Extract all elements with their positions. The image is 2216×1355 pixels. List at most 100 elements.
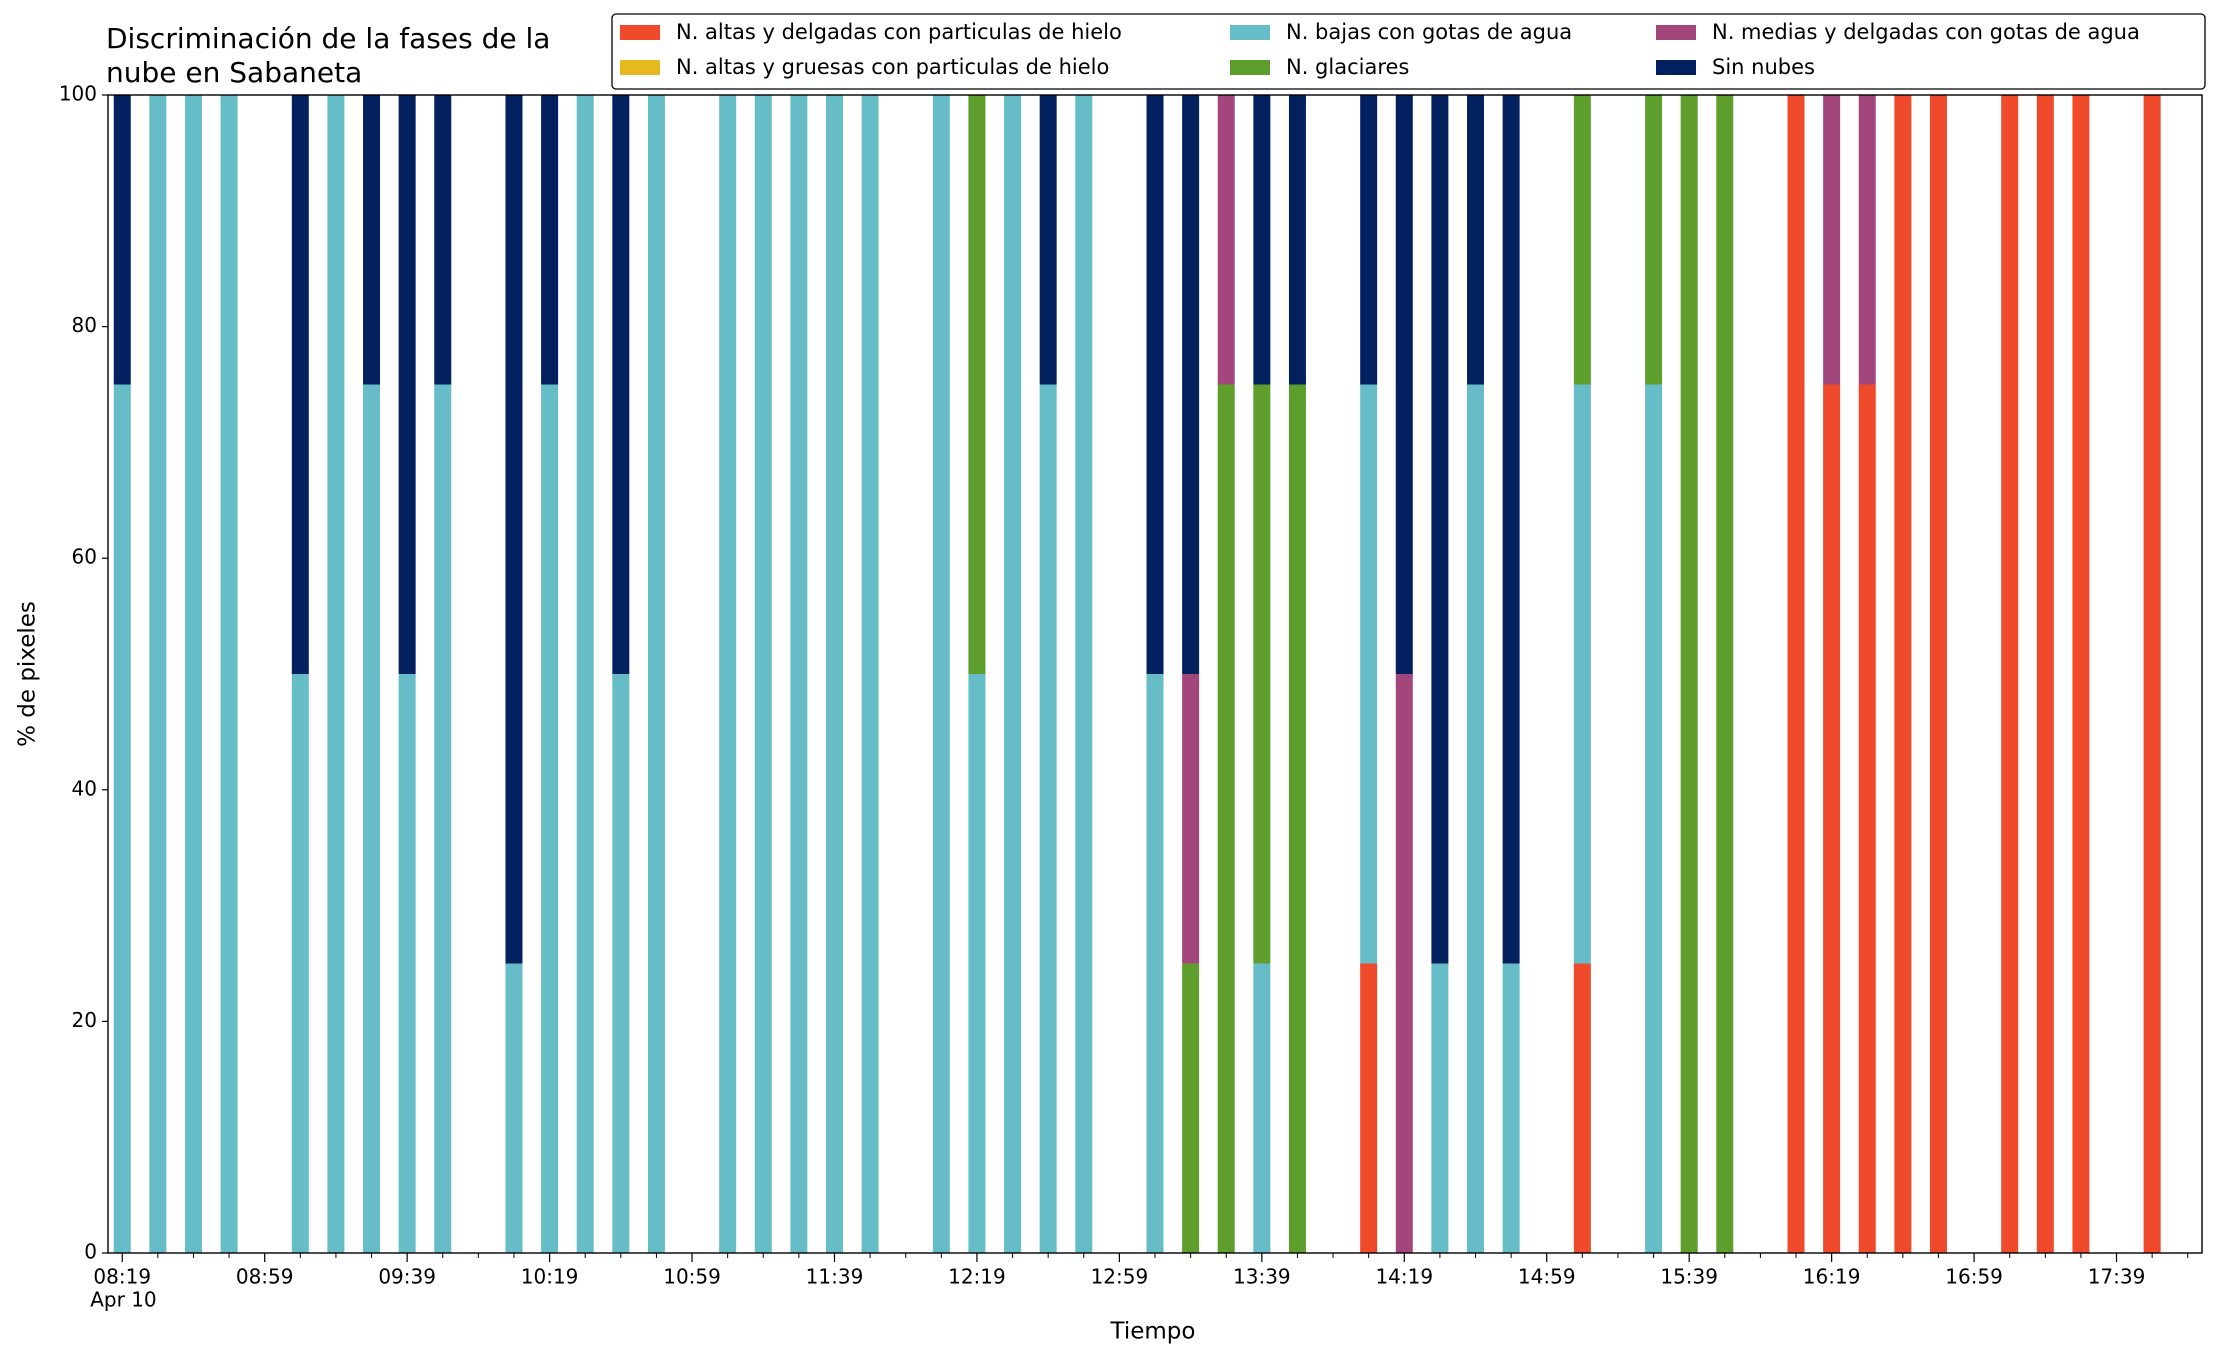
bar-segment: [541, 95, 559, 385]
bar-segment: [576, 95, 594, 1253]
legend-label: N. bajas con gotas de agua: [1286, 20, 1572, 44]
bar-segment: [291, 95, 309, 674]
bar-segment: [1182, 95, 1200, 674]
bar-segment: [1075, 95, 1093, 1253]
legend-label: N. glaciares: [1286, 55, 1409, 79]
bar-segment: [149, 95, 167, 1253]
bar-segment: [1182, 674, 1200, 964]
x-tick-label: 08:59: [236, 1265, 294, 1289]
x-axis-label: Tiempo: [1110, 1319, 1196, 1345]
bar-segment: [113, 95, 131, 385]
bar-segment: [1360, 95, 1378, 385]
bar-segment: [434, 384, 452, 1253]
bar-segment: [363, 384, 381, 1253]
legend-swatch: [1230, 25, 1270, 40]
bar-segment: [1039, 384, 1057, 1253]
x-tick-label: 09:39: [378, 1265, 436, 1289]
legend-box: [611, 13, 2206, 90]
bar-segment: [398, 95, 416, 674]
bar-segment: [612, 674, 630, 1253]
bar-segment: [1253, 95, 1271, 385]
x-tick-label: 10:59: [663, 1265, 721, 1289]
bar-segment: [113, 384, 131, 1253]
bar-segment: [1823, 95, 1841, 385]
bar-segment: [1573, 95, 1591, 385]
legend-label: N. altas y gruesas con particulas de hie…: [676, 55, 1109, 79]
bar-segment: [541, 384, 559, 1253]
bar-segment: [1288, 384, 1306, 1253]
x-tick-label: 08:19: [93, 1265, 151, 1289]
bar-segment: [1680, 95, 1698, 1253]
bar-segment: [434, 95, 452, 385]
bar-segment: [968, 674, 986, 1253]
y-tick-label: 40: [72, 776, 97, 800]
bar-segment: [1395, 95, 1413, 674]
bar-segment: [505, 963, 523, 1253]
legend-swatch: [620, 25, 660, 40]
y-tick-label: 60: [72, 545, 97, 569]
x-tick-label: 11:39: [806, 1265, 864, 1289]
bar-segment: [612, 95, 630, 674]
bar-segment: [1502, 963, 1520, 1253]
x-tick-label: 13:39: [1233, 1265, 1291, 1289]
bar-segment: [719, 95, 737, 1253]
bar-segment: [790, 95, 808, 1253]
bar-segment: [1431, 963, 1449, 1253]
y-tick-label: 20: [72, 1008, 97, 1032]
bar-segment: [1360, 384, 1378, 964]
x-tick-label: 16:59: [1945, 1265, 2003, 1289]
legend-swatch: [1656, 60, 1696, 75]
bar-segment: [363, 95, 381, 385]
bar-segment: [1217, 384, 1235, 1253]
bar-segment: [1645, 384, 1663, 1253]
y-tick-label: 100: [59, 82, 97, 106]
legend-label: N. altas y delgadas con particulas de hi…: [676, 20, 1122, 44]
bar-segment: [1004, 95, 1022, 1253]
x-tick-label: 14:19: [1375, 1265, 1433, 1289]
bar-segment: [327, 95, 345, 1253]
bar-segment: [1288, 95, 1306, 385]
bar-segment: [968, 95, 986, 674]
x-tick-label: 12:59: [1091, 1265, 1149, 1289]
legend-label: Sin nubes: [1712, 55, 1815, 79]
bar-segment: [1502, 95, 1520, 964]
bar-segment: [1894, 95, 1912, 1253]
bar-segment: [2001, 95, 2019, 1253]
bar-segment: [647, 95, 665, 1253]
bar-segment: [2072, 95, 2090, 1253]
bar-segment: [825, 95, 843, 1253]
bar-segment: [1787, 95, 1805, 1253]
bar-segment: [291, 674, 309, 1253]
bar-segment: [1253, 384, 1271, 964]
bar-segment: [220, 95, 238, 1253]
legend-label: N. medias y delgadas con gotas de agua: [1712, 20, 2140, 44]
x-tick-label: 16:19: [1803, 1265, 1861, 1289]
bar-segment: [1645, 95, 1663, 385]
bar-segment: [1182, 963, 1200, 1253]
bar-segment: [754, 95, 772, 1253]
bar-segment: [2143, 95, 2161, 1253]
x-tick-label: 17:39: [2088, 1265, 2146, 1289]
bar-segment: [1823, 384, 1841, 1253]
y-axis-label: % de pixeles: [15, 601, 41, 747]
y-tick-label: 80: [72, 313, 97, 337]
bar-segment: [861, 95, 879, 1253]
bar-segment: [1858, 384, 1876, 1253]
bar-segment: [2036, 95, 2054, 1253]
bar-segment: [1395, 674, 1413, 1253]
legend-swatch: [1230, 60, 1270, 75]
bar-segment: [1360, 963, 1378, 1253]
bar-segment: [184, 95, 202, 1253]
bar-segment: [1146, 95, 1164, 674]
x-tick-label: 10:19: [521, 1265, 579, 1289]
x-tick-label: 15:39: [1660, 1265, 1718, 1289]
bar-segment: [1467, 384, 1485, 1253]
bar-segment: [1217, 95, 1235, 385]
bar-segment: [1573, 384, 1591, 964]
legend-swatch: [620, 60, 660, 75]
bar-segment: [1253, 963, 1271, 1253]
x-tick-label: 14:59: [1518, 1265, 1576, 1289]
bar-segment: [505, 95, 523, 964]
y-tick-label: 0: [84, 1240, 97, 1264]
